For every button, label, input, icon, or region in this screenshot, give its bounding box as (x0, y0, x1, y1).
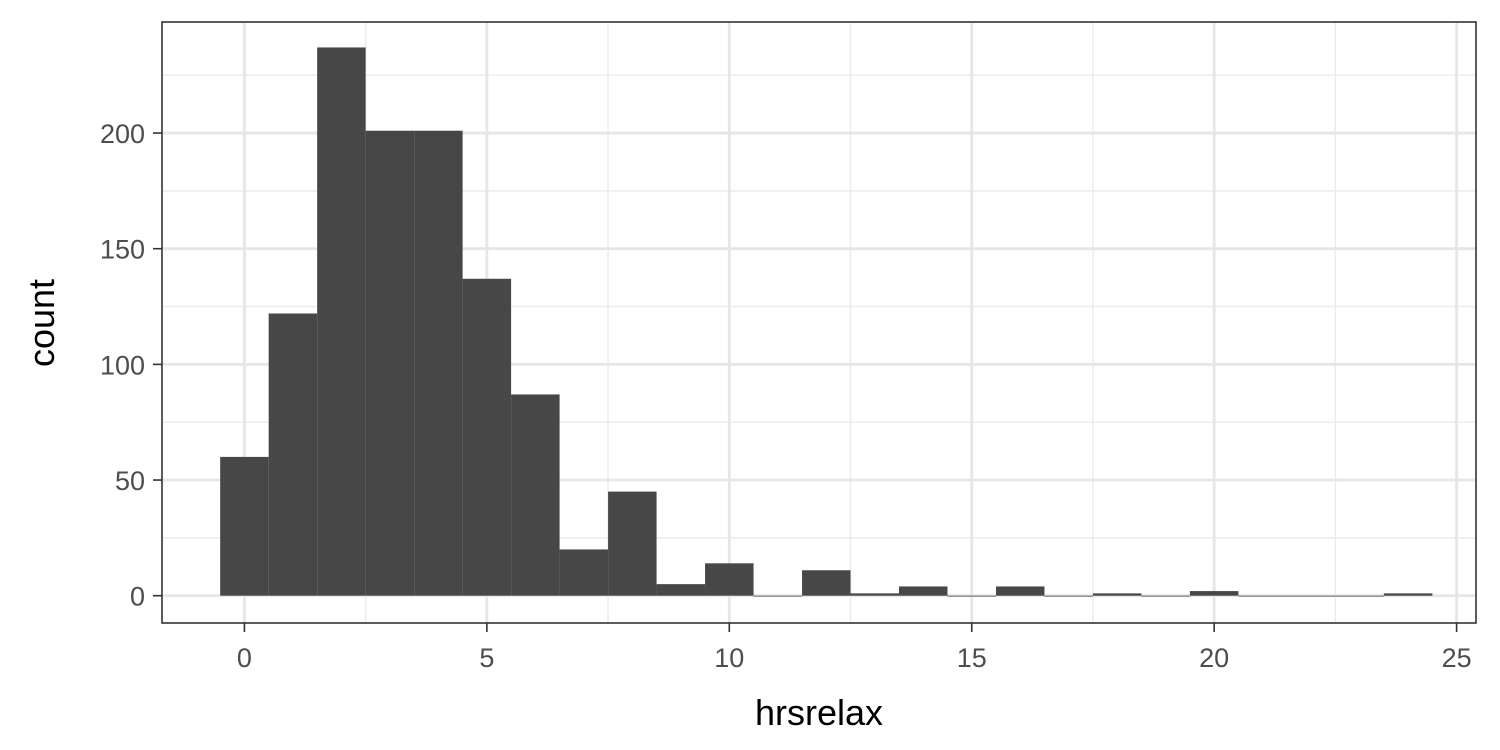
y-tick-label: 50 (115, 466, 145, 496)
histogram-bar (365, 130, 415, 596)
histogram-bar (947, 595, 996, 597)
histogram-bar (1092, 593, 1142, 596)
histogram-bar (1286, 595, 1336, 597)
plot-border (161, 21, 1477, 624)
histogram-bar (268, 313, 318, 596)
histogram-bar (753, 595, 803, 597)
x-axis: 0 5 10 15 20 25 (237, 623, 1472, 673)
y-axis: 0 50 100 150 200 (100, 119, 162, 612)
histogram-bar (608, 491, 657, 596)
histogram-bar (317, 47, 366, 596)
y-tick-label: 0 (130, 582, 145, 612)
histogram-bar (1238, 595, 1287, 597)
histogram-bar (220, 456, 269, 596)
y-tick-label: 150 (100, 235, 145, 265)
histogram-bar (1044, 595, 1093, 597)
histogram-bar (414, 130, 463, 596)
y-tick-label: 200 (100, 119, 145, 149)
histogram-bar (656, 584, 706, 596)
histogram-bar (511, 394, 560, 596)
histogram-bar (559, 549, 609, 596)
histogram-bar (802, 570, 851, 596)
histogram-bar (462, 278, 512, 596)
histogram-bar (705, 563, 754, 596)
x-tick-label: 25 (1442, 643, 1472, 673)
y-axis-title: count (21, 279, 62, 367)
histogram-bar (850, 593, 900, 596)
histogram-bar (1141, 595, 1190, 597)
x-tick-label: 5 (479, 643, 494, 673)
y-tick-label: 100 (100, 350, 145, 380)
x-tick-label: 0 (237, 643, 252, 673)
x-tick-label: 10 (714, 643, 744, 673)
x-axis-title: hrsrelax (755, 692, 883, 733)
x-tick-label: 20 (1199, 643, 1229, 673)
histogram-bar (1383, 593, 1433, 596)
histogram-bar (1189, 591, 1239, 596)
histogram-bars (220, 47, 1433, 597)
histogram-bar (995, 586, 1045, 596)
x-tick-label: 15 (957, 643, 987, 673)
histogram-bar (1335, 595, 1384, 597)
histogram-bar (899, 586, 948, 596)
